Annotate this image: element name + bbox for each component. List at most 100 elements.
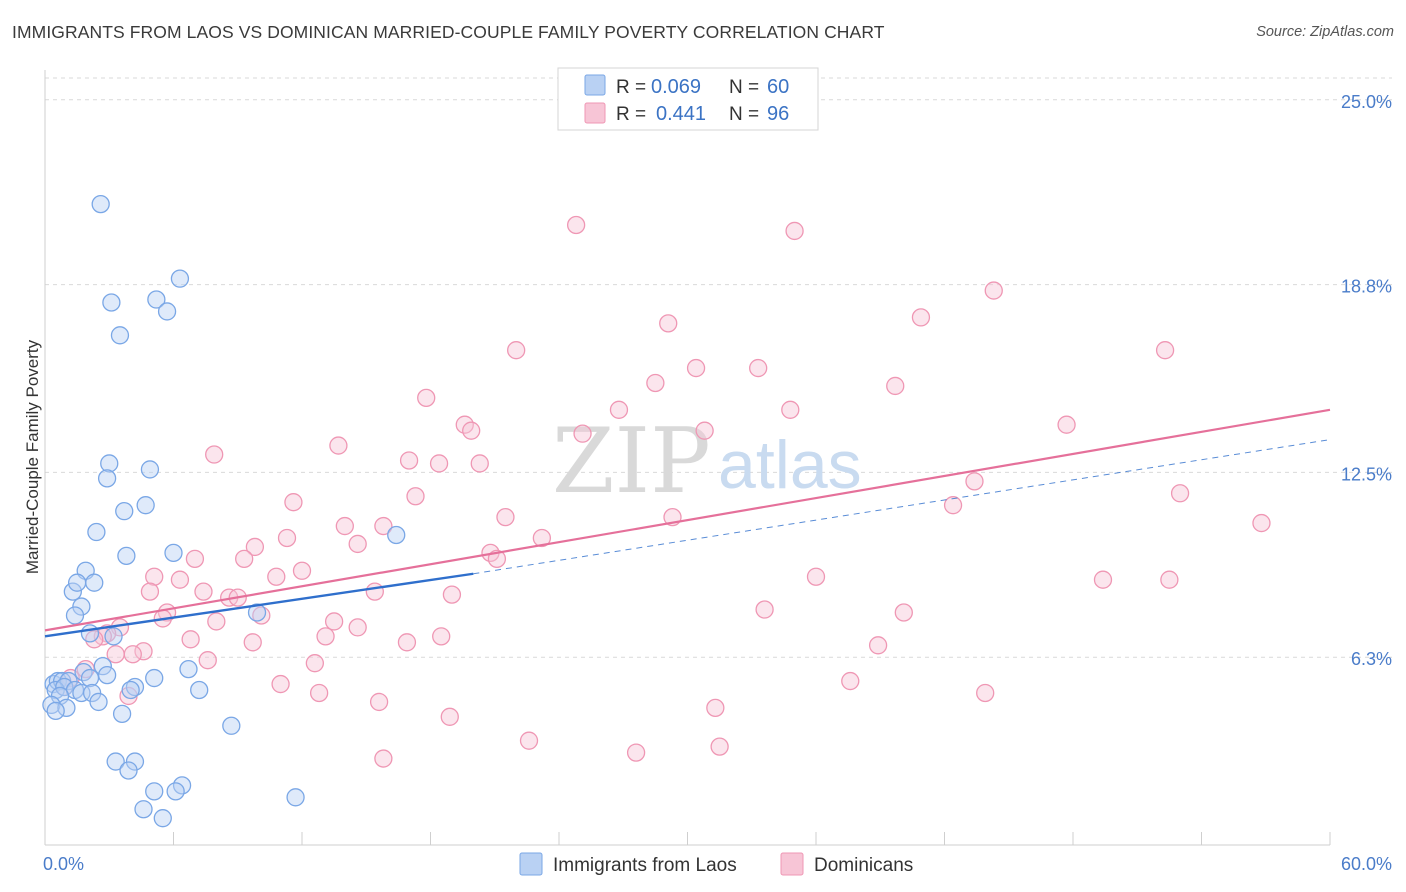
- laos-point: [93, 657, 112, 676]
- laos-point: [67, 573, 87, 592]
- laos-point: [80, 668, 100, 688]
- laos-point: [115, 502, 134, 521]
- laos-point: [72, 597, 91, 616]
- x-axis-ticks: [173, 832, 1331, 845]
- bottom-legend-swatch-laos: [519, 852, 543, 876]
- dominicans-point: [140, 582, 160, 601]
- laos-point: [97, 469, 117, 488]
- legend-r-value-dominicans: 0.441: [656, 103, 706, 125]
- dominicans-point: [185, 549, 205, 568]
- dominicans-point: [271, 674, 290, 694]
- dominicans-point: [886, 376, 905, 396]
- y-tick-label: 25.0%: [1341, 92, 1392, 112]
- bottom-legend: Immigrants from Laos Dominicans: [519, 852, 913, 876]
- laos-trend-extension: [473, 439, 1331, 575]
- dominicans-point: [626, 743, 646, 762]
- dominicans-point: [365, 582, 384, 601]
- dominicans-point: [198, 651, 217, 670]
- laos-point: [106, 752, 125, 771]
- dominicans-point: [309, 683, 329, 703]
- laos-point: [82, 683, 102, 703]
- dominicans-point: [965, 472, 984, 491]
- dominicans-point: [841, 671, 860, 691]
- dominicans-point: [470, 454, 489, 473]
- dominicans-point: [329, 436, 348, 455]
- dominicans-point: [507, 341, 526, 360]
- legend-n-label-dominicans: N =: [729, 104, 759, 125]
- laos-point: [100, 454, 119, 473]
- dominicans-point: [397, 633, 417, 652]
- legend-swatch-laos: [584, 74, 606, 96]
- laos-point: [80, 624, 100, 643]
- x-tick-label-max: 60.0%: [1341, 854, 1392, 874]
- dominicans-point: [462, 421, 481, 440]
- legend-r-label-laos: R =: [616, 77, 646, 98]
- dominicans-point: [695, 421, 714, 440]
- legend-r-value-laos: 0.069: [651, 76, 701, 98]
- laos-point: [134, 800, 153, 819]
- top-legend: R = 0.069 N = 60 R = 0.441 N = 96: [557, 67, 819, 131]
- dominicans-point: [806, 567, 826, 586]
- laos-point: [112, 704, 132, 723]
- laos-point: [145, 782, 164, 801]
- laos-point: [387, 525, 406, 545]
- dominicans-point: [235, 549, 254, 568]
- y-tick-label: 18.8%: [1341, 277, 1392, 297]
- y-axis-label: Married-Couple Family Poverty: [23, 339, 42, 574]
- dominicans-point: [205, 445, 224, 464]
- dominicans-point: [785, 221, 804, 241]
- dominicans-point: [316, 627, 335, 646]
- dominicans-point: [106, 645, 125, 664]
- dominicans-point: [646, 373, 665, 393]
- dominicans-point: [609, 400, 629, 419]
- laos-point: [190, 680, 209, 700]
- dominicans-point: [1093, 570, 1113, 589]
- x-tick-label-min: 0.0%: [43, 854, 84, 874]
- laos-point: [121, 680, 140, 700]
- laos-point: [65, 606, 85, 625]
- dominicans-point: [519, 731, 539, 750]
- laos-point: [247, 603, 267, 622]
- laos-point: [85, 573, 104, 592]
- dominicans-point: [406, 487, 425, 506]
- laos-point: [72, 683, 91, 703]
- laos-point: [89, 692, 108, 712]
- laos-point: [46, 701, 65, 721]
- dominicans-point: [566, 215, 586, 235]
- chart-title: IMMIGRANTS FROM LAOS VS DOMINICAN MARRIE…: [12, 22, 885, 42]
- laos-point: [91, 194, 110, 214]
- laos-point: [102, 293, 121, 312]
- legend-n-value-dominicans: 96: [767, 103, 789, 125]
- dominicans-point: [1252, 513, 1271, 533]
- dominicans-point: [305, 654, 325, 673]
- dominicans-point: [277, 528, 297, 548]
- dominicans-point: [267, 567, 286, 586]
- dominicans-point: [181, 630, 200, 649]
- dominicans-point: [145, 567, 164, 586]
- legend-swatch-dominicans: [584, 102, 606, 124]
- dominicans-point: [1057, 415, 1076, 434]
- dominicans-point: [348, 534, 367, 554]
- dominicans-point: [710, 737, 729, 756]
- dominicans-point: [749, 358, 768, 378]
- dominicans-trend-line: [44, 408, 1331, 632]
- dominicans-point: [1170, 484, 1190, 503]
- dominicans-point: [868, 636, 888, 655]
- y-tick-label: 12.5%: [1341, 464, 1392, 484]
- dominicans-point: [894, 603, 913, 622]
- dominicans-point: [207, 612, 226, 631]
- laos-point: [119, 761, 138, 780]
- dominicans-point: [496, 507, 515, 527]
- grid-lines: [45, 77, 1392, 658]
- dominicans-points: [55, 215, 1271, 768]
- dominicans-point: [245, 537, 265, 557]
- laos-point: [164, 543, 183, 563]
- bottom-legend-label-laos: Immigrants from Laos: [553, 855, 737, 876]
- dominicans-point: [984, 281, 1003, 300]
- laos-point: [286, 788, 305, 807]
- laos-point: [97, 665, 117, 685]
- legend-r-label-dominicans: R =: [616, 104, 646, 125]
- dominicans-point: [659, 314, 678, 333]
- dominicans-point: [399, 451, 419, 470]
